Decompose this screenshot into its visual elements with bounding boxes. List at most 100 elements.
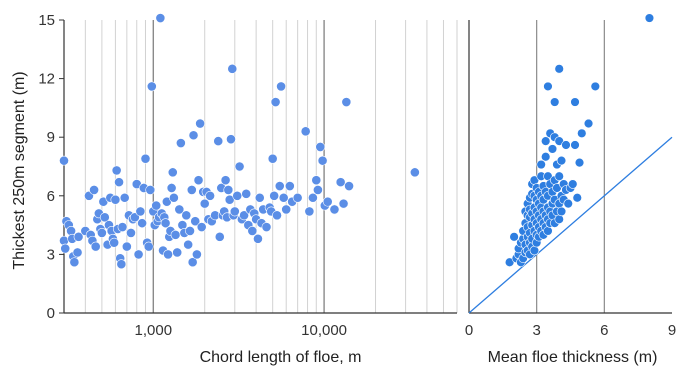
data-point — [174, 204, 185, 215]
data-point — [341, 97, 352, 107]
data-point — [145, 185, 156, 195]
data-point — [220, 175, 231, 186]
y-tick-label: 0 — [47, 305, 55, 322]
x-tick-labels: 0 3 6 9 — [465, 322, 676, 339]
x-axis-label: Chord length of floe, m — [200, 349, 362, 366]
data-point — [574, 157, 585, 168]
data-point — [570, 140, 580, 150]
data-point — [214, 231, 225, 242]
data-point — [529, 245, 540, 256]
data-point — [96, 228, 107, 238]
data-point — [556, 155, 567, 166]
x-tick-label: 3 — [532, 322, 540, 339]
y-tick-labels: 0 3 6 9 12 15 — [38, 12, 64, 322]
data-point — [313, 185, 323, 195]
data-point — [183, 239, 194, 250]
y-axis-label: Thickest 250m segment (m) — [11, 71, 28, 269]
data-point — [563, 198, 573, 209]
data-point — [143, 241, 154, 252]
data-point — [308, 192, 318, 203]
data-point — [292, 192, 303, 203]
data-point — [72, 247, 83, 258]
data-point — [253, 233, 263, 244]
data-point — [317, 155, 328, 166]
data-point — [69, 257, 80, 268]
data-point — [188, 130, 199, 141]
data-point — [281, 204, 292, 215]
data-point — [577, 128, 587, 138]
data-point — [175, 138, 186, 148]
data-point — [536, 159, 546, 170]
vertical-gridlines — [536, 20, 605, 313]
data-point — [550, 97, 560, 107]
data-point — [166, 183, 177, 193]
data-point — [556, 206, 567, 217]
x-tick-label: 0 — [465, 322, 473, 339]
data-point — [270, 97, 281, 107]
data-point — [90, 241, 101, 252]
data-point — [190, 216, 201, 227]
data-point — [247, 226, 258, 236]
data-point — [232, 190, 243, 201]
data-point — [185, 226, 195, 236]
data-point — [135, 206, 146, 217]
data-points — [504, 13, 655, 267]
data-point — [267, 153, 278, 164]
data-point — [543, 226, 553, 236]
axes — [63, 20, 457, 314]
axes — [468, 20, 672, 314]
data-point — [554, 214, 564, 224]
data-point — [110, 194, 121, 205]
data-point — [554, 171, 564, 181]
data-point — [583, 118, 594, 129]
y-tick-label: 6 — [47, 188, 55, 205]
data-point — [99, 212, 110, 223]
data-point — [223, 185, 234, 195]
data-point — [284, 181, 295, 191]
data-point — [329, 204, 340, 215]
chord-length-panel: 0 3 6 9 12 15 1,000 10,000 Chord length of flo… — [11, 12, 458, 366]
data-point — [241, 188, 252, 199]
x-axis-label: Mean floe thickness (m) — [488, 349, 658, 366]
data-point — [409, 167, 420, 178]
data-point — [644, 13, 655, 23]
data-point — [73, 231, 84, 242]
data-point — [274, 181, 285, 191]
data-point — [561, 140, 571, 150]
one-to-one-reference-line — [468, 136, 673, 314]
data-point — [304, 206, 315, 217]
data-point — [543, 81, 553, 92]
data-point — [167, 167, 178, 178]
data-point — [261, 222, 272, 232]
data-point — [186, 185, 197, 195]
data-points — [59, 13, 420, 270]
data-point — [121, 241, 132, 252]
data-point — [276, 81, 286, 92]
data-point — [133, 249, 144, 260]
data-point — [140, 153, 151, 164]
data-point — [570, 97, 580, 107]
data-point — [205, 190, 215, 201]
data-point — [509, 232, 519, 242]
data-point — [278, 192, 289, 203]
data-point — [195, 118, 206, 129]
data-point — [59, 155, 69, 166]
y-tick-label: 3 — [47, 246, 55, 263]
data-point — [89, 185, 99, 195]
data-point — [335, 177, 346, 188]
data-point — [199, 198, 210, 209]
data-point — [172, 247, 183, 258]
data-point — [116, 259, 127, 270]
data-point — [168, 192, 179, 203]
data-point — [227, 63, 238, 74]
data-point — [226, 134, 236, 145]
x-tick-label: 10,000 — [301, 322, 347, 339]
data-point — [163, 249, 173, 260]
y-tick-label: 15 — [38, 12, 55, 29]
data-point — [272, 210, 282, 221]
data-point — [254, 192, 265, 203]
x-tick-labels: 1,000 10,000 — [135, 322, 348, 339]
data-point — [322, 196, 333, 207]
data-point — [60, 243, 71, 254]
